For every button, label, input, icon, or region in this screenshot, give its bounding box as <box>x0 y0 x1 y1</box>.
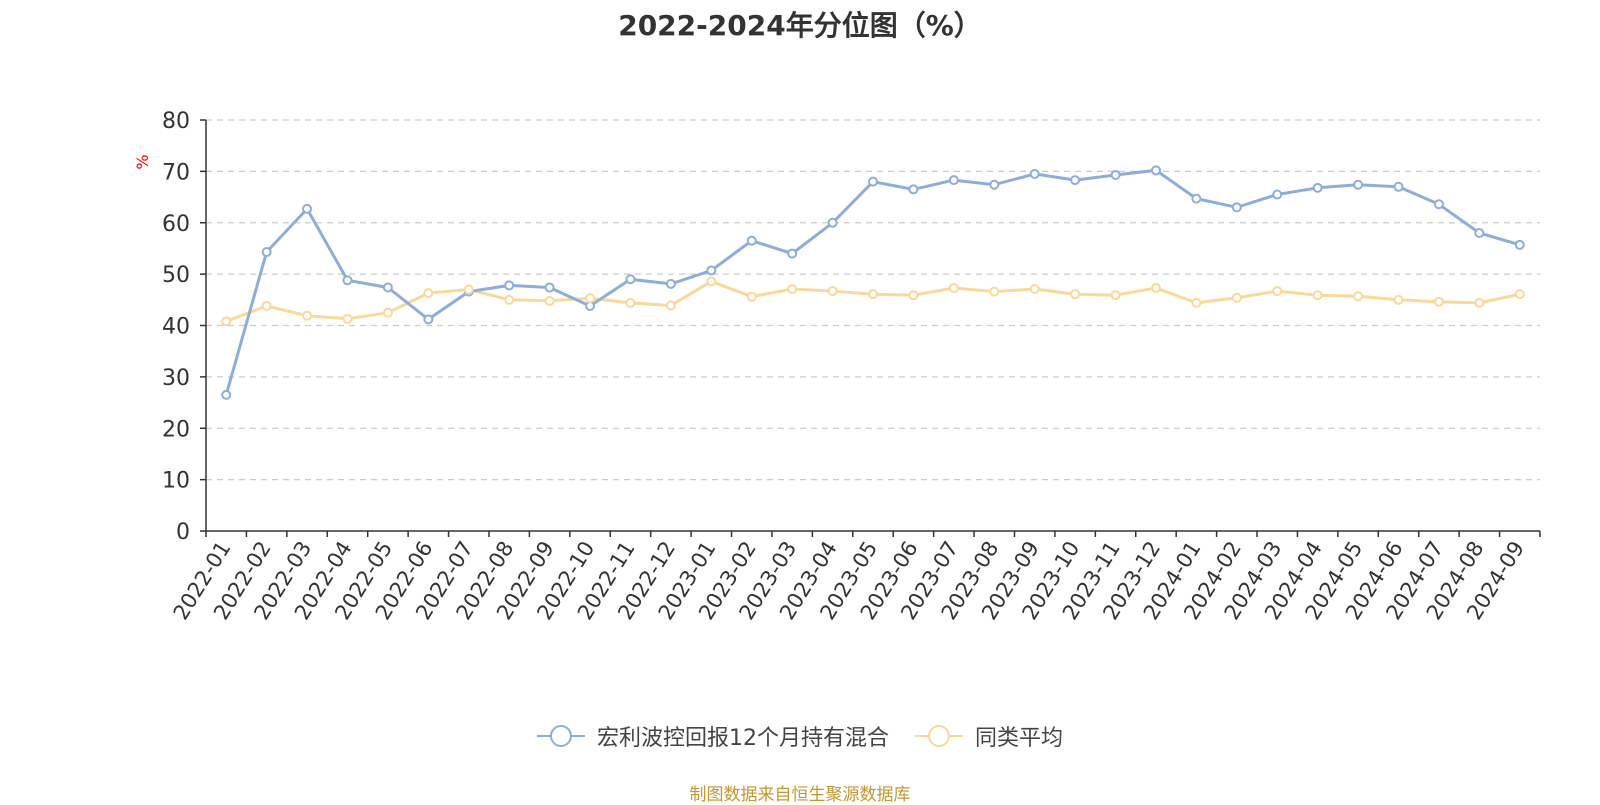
series-line <box>224 168 1521 396</box>
grid-lines <box>206 119 1540 481</box>
data-point <box>1191 297 1202 308</box>
data-point <box>908 290 919 301</box>
y-tick-label: 60 <box>162 212 190 237</box>
data-point <box>625 297 636 308</box>
data-point <box>948 282 959 293</box>
data-point <box>787 248 798 259</box>
data-point <box>1110 169 1121 180</box>
series-lines <box>221 165 1525 400</box>
data-point <box>1474 228 1485 239</box>
data-point <box>1353 291 1364 302</box>
data-point <box>261 247 272 258</box>
data-point <box>382 307 393 318</box>
data-point <box>1231 292 1242 303</box>
legend-item[interactable]: 宏利波控回报12个月持有混合 <box>536 720 889 752</box>
data-point <box>665 300 676 311</box>
data-point <box>706 265 717 276</box>
data-point <box>302 203 313 214</box>
y-tick-label: 80 <box>162 109 190 134</box>
data-point <box>504 280 515 291</box>
series-line <box>225 279 1521 323</box>
data-point <box>382 282 393 293</box>
data-point <box>1191 193 1202 204</box>
y-tick-label: 30 <box>162 366 190 391</box>
chart-title: 2022-2024年分位图（%） <box>618 9 982 42</box>
source-note: 制图数据来自恒生聚源数据库 <box>689 785 911 805</box>
data-point <box>1150 282 1161 293</box>
data-point <box>585 293 596 304</box>
data-point <box>1514 239 1525 250</box>
data-point <box>1272 189 1283 200</box>
data-point <box>221 389 232 400</box>
data-point <box>746 291 757 302</box>
data-point <box>1514 289 1525 300</box>
data-point <box>1353 179 1364 190</box>
data-point <box>1150 165 1161 176</box>
data-point <box>1070 289 1081 300</box>
data-point <box>665 278 676 289</box>
y-tick-label: 50 <box>162 263 190 288</box>
data-point <box>1393 294 1404 305</box>
data-point <box>302 310 313 321</box>
data-point <box>1312 290 1323 301</box>
data-point <box>1312 182 1323 193</box>
data-point <box>746 235 757 246</box>
data-point <box>1029 284 1040 295</box>
data-point <box>544 295 555 306</box>
data-point <box>989 286 1000 297</box>
data-point <box>827 217 838 228</box>
y-tick-label: 10 <box>162 469 190 494</box>
data-point <box>261 300 272 311</box>
data-point <box>1474 297 1485 308</box>
data-point <box>625 274 636 285</box>
y-tick-label: 20 <box>162 417 190 442</box>
data-point <box>1433 199 1444 210</box>
data-point <box>342 313 353 324</box>
data-point <box>1110 290 1121 301</box>
data-point <box>1433 296 1444 307</box>
data-point <box>1272 286 1283 297</box>
data-point <box>1393 181 1404 192</box>
y-tick-label: 40 <box>162 315 190 340</box>
data-point <box>989 179 1000 190</box>
data-point <box>463 284 474 295</box>
data-point <box>221 316 232 327</box>
data-point <box>787 284 798 295</box>
data-point <box>948 175 959 186</box>
data-point <box>342 275 353 286</box>
data-point <box>423 314 434 325</box>
legend-marker-icon <box>536 724 585 748</box>
legend: 宏利波控回报12个月持有混合 同类平均 <box>0 720 1600 752</box>
data-point <box>504 294 515 305</box>
data-point <box>1231 202 1242 213</box>
legend-marker-icon <box>914 724 963 748</box>
legend-label: 宏利波控回报12个月持有混合 <box>596 726 889 751</box>
legend-label: 同类平均 <box>974 726 1063 751</box>
data-point <box>908 184 919 195</box>
data-point <box>1029 168 1040 179</box>
y-tick-label: 70 <box>162 160 190 185</box>
data-point <box>706 276 717 287</box>
axes <box>200 119 1541 537</box>
data-point <box>1070 175 1081 186</box>
data-point <box>423 288 434 299</box>
y-axis-title: % <box>133 154 152 169</box>
legend-item[interactable]: 同类平均 <box>914 720 1063 752</box>
data-point <box>868 176 878 187</box>
y-tick-label: 0 <box>176 520 190 545</box>
data-point <box>868 289 878 300</box>
data-point <box>544 282 555 293</box>
data-point <box>827 286 838 297</box>
